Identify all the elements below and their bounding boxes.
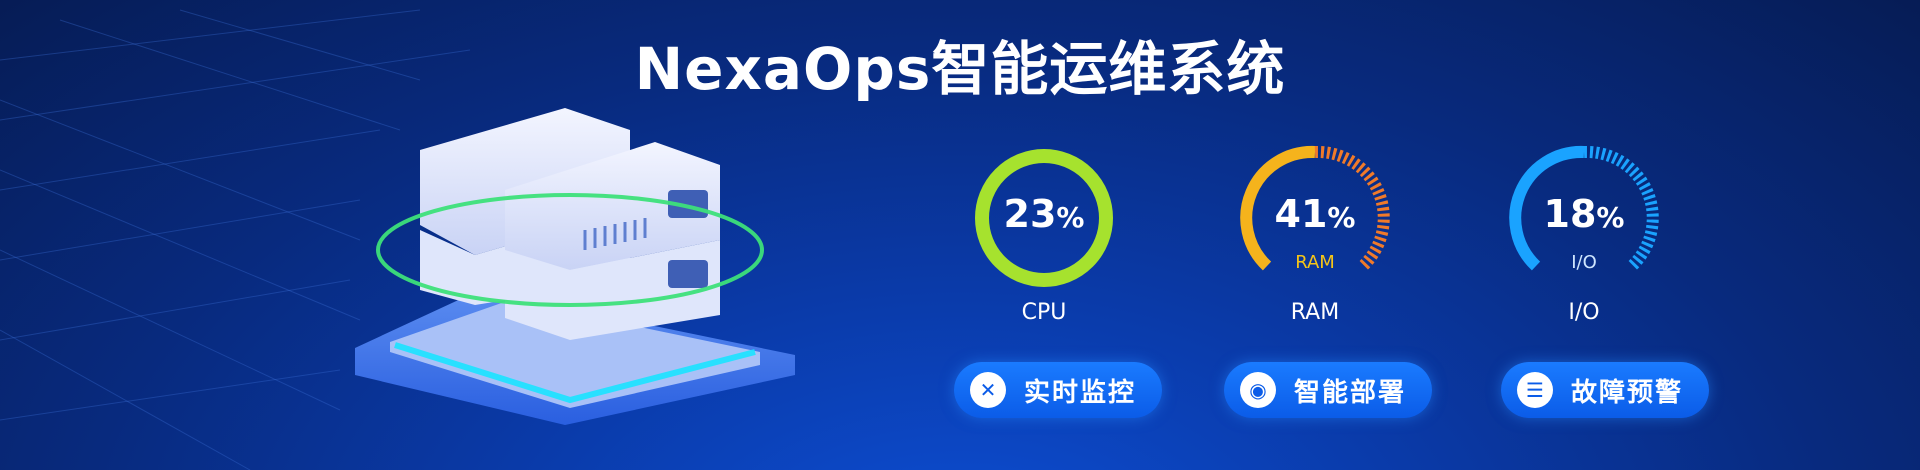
ram-label: RAM	[1290, 300, 1340, 325]
io-label: I/O	[1568, 300, 1600, 325]
page-title: NexaOps智能运维系统	[634, 35, 1286, 103]
ram-gauge: 41% RAM	[1225, 128, 1405, 308]
cpu-gauge: 23%	[954, 128, 1134, 308]
cpu-value: 23%	[1003, 192, 1085, 236]
realtime-monitor-button[interactable]: ✕ 实时监控	[954, 362, 1162, 418]
ram-value: 41%	[1274, 192, 1356, 236]
cpu-label: CPU	[1021, 300, 1067, 325]
io-gauge: 18% I/O	[1494, 128, 1674, 308]
close-x-icon: ✕	[970, 372, 1006, 408]
smart-deploy-button[interactable]: ◉ 智能部署	[1224, 362, 1432, 418]
ram-inner-label: RAM	[1295, 252, 1335, 273]
lightbulb-icon: ◉	[1240, 372, 1276, 408]
io-inner-label: I/O	[1571, 252, 1597, 273]
fault-alert-button[interactable]: ☰ 故障预警	[1501, 362, 1709, 418]
io-value: 18%	[1543, 192, 1625, 236]
menu-lines-icon: ☰	[1517, 372, 1553, 408]
server-illustration	[355, 108, 795, 425]
